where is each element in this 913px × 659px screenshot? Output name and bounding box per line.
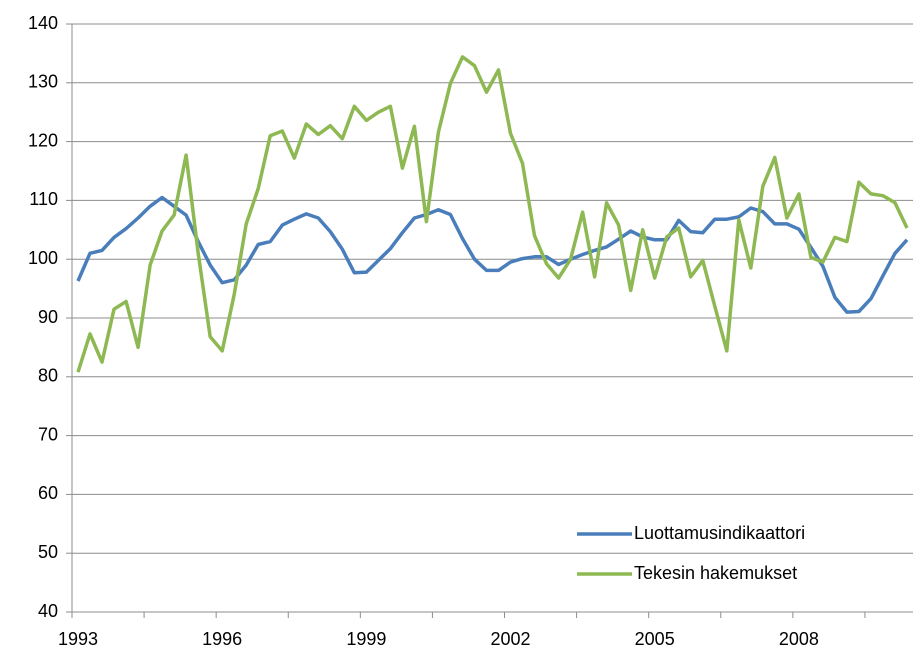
x-tick-label: 2008 xyxy=(779,629,819,649)
y-tick-label: 40 xyxy=(38,601,58,621)
y-tick-label: 60 xyxy=(38,483,58,503)
legend-label: Tekesin hakemukset xyxy=(634,563,797,583)
y-tick-label: 120 xyxy=(28,130,58,150)
series-line xyxy=(76,55,909,373)
legend-label: Luottamusindikaattori xyxy=(634,523,805,543)
y-tick-label: 100 xyxy=(28,248,58,268)
y-tick-label: 70 xyxy=(38,424,58,444)
y-tick-label: 110 xyxy=(29,189,58,209)
x-tick-label: 2005 xyxy=(635,629,675,649)
x-tick-label: 1999 xyxy=(346,629,386,649)
y-tick-label: 140 xyxy=(28,13,58,33)
y-tick-label: 90 xyxy=(38,307,58,327)
y-tick-label: 50 xyxy=(38,542,58,562)
x-tick-label: 2002 xyxy=(490,629,530,649)
x-tick-label: 1993 xyxy=(58,629,98,649)
x-tick-label: 1996 xyxy=(202,629,242,649)
y-tick-label: 80 xyxy=(38,366,58,386)
y-tick-label: 130 xyxy=(28,72,58,92)
series-line xyxy=(76,195,909,314)
